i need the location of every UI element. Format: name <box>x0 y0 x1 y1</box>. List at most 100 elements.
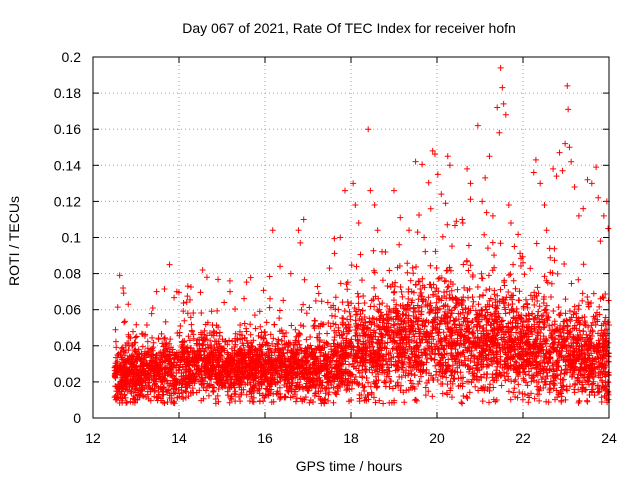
data-point <box>112 338 119 345</box>
data-point <box>354 290 361 297</box>
data-point <box>180 300 187 307</box>
data-point <box>427 354 434 361</box>
data-point <box>534 298 541 305</box>
data-point <box>548 294 555 301</box>
data-point <box>298 306 305 313</box>
data-point <box>512 329 519 336</box>
data-point <box>263 319 270 326</box>
data-point <box>536 303 543 310</box>
data-point <box>256 308 263 315</box>
data-point <box>276 307 283 314</box>
data-point <box>138 330 145 337</box>
data-point <box>562 396 569 403</box>
data-point <box>190 310 197 317</box>
y-tick-label: 0.1 <box>62 230 82 246</box>
x-axis-label: GPS time / hours <box>296 458 403 474</box>
data-point <box>343 387 350 394</box>
data-point <box>346 386 353 393</box>
data-point <box>431 151 438 158</box>
data-point <box>451 222 458 229</box>
data-point <box>127 388 134 395</box>
data-point <box>384 282 391 289</box>
data-point <box>571 309 578 316</box>
data-point <box>280 297 287 304</box>
data-point <box>341 307 348 314</box>
data-point <box>144 345 151 352</box>
data-point <box>474 283 481 290</box>
data-point <box>143 321 150 328</box>
y-tick-label: 0.14 <box>54 157 81 173</box>
data-point <box>361 300 368 307</box>
data-point <box>442 277 449 284</box>
data-point <box>241 295 248 302</box>
data-point <box>469 294 476 301</box>
data-point <box>540 312 547 319</box>
data-point <box>405 295 412 302</box>
data-point <box>385 331 392 338</box>
data-point <box>405 354 412 361</box>
data-point <box>432 248 439 255</box>
data-point <box>446 339 453 346</box>
data-point <box>344 286 351 293</box>
data-point <box>483 287 490 294</box>
data-point <box>398 288 405 295</box>
data-point <box>306 304 313 311</box>
data-point <box>241 320 248 327</box>
data-point <box>331 235 338 242</box>
data-point <box>479 398 486 405</box>
data-point <box>161 335 168 342</box>
data-point <box>407 277 414 284</box>
data-point <box>428 306 435 313</box>
data-point <box>543 398 550 405</box>
data-points <box>111 64 612 407</box>
y-tick-label: 0.04 <box>54 338 81 354</box>
data-point <box>415 381 422 388</box>
data-point <box>358 277 365 284</box>
data-point <box>400 304 407 311</box>
data-point <box>452 304 459 311</box>
data-point <box>566 352 573 359</box>
data-point <box>355 344 362 351</box>
data-point <box>443 374 450 381</box>
data-point <box>355 306 362 313</box>
data-point <box>418 303 425 310</box>
data-point <box>379 277 386 284</box>
data-point <box>584 293 591 300</box>
x-tick-label: 12 <box>85 430 101 446</box>
data-point <box>285 388 292 395</box>
data-point <box>292 326 299 333</box>
data-point <box>476 293 483 300</box>
data-point <box>404 260 411 267</box>
x-tick-label: 24 <box>601 430 617 446</box>
data-point <box>224 341 231 348</box>
data-point <box>575 276 582 283</box>
data-point <box>232 306 239 313</box>
data-point <box>307 333 314 340</box>
data-point <box>247 321 254 328</box>
y-tick-label: 0.2 <box>62 49 82 65</box>
data-point <box>370 296 377 303</box>
data-point <box>561 261 568 268</box>
data-point <box>376 397 383 404</box>
data-point <box>133 321 140 328</box>
data-point <box>412 158 419 165</box>
data-point <box>393 301 400 308</box>
data-point <box>352 373 359 380</box>
data-point <box>197 289 204 296</box>
y-tick-label: 0.18 <box>54 85 81 101</box>
data-point <box>122 394 129 401</box>
data-point <box>442 308 449 315</box>
data-point <box>316 374 323 381</box>
data-point <box>344 298 351 305</box>
data-point <box>346 398 353 405</box>
data-point <box>184 293 191 300</box>
data-point <box>540 300 547 307</box>
data-point <box>162 318 169 325</box>
data-point <box>533 240 540 247</box>
data-point <box>571 322 578 329</box>
x-tick-label: 20 <box>429 430 445 446</box>
data-point <box>527 265 534 272</box>
data-point <box>120 290 127 297</box>
